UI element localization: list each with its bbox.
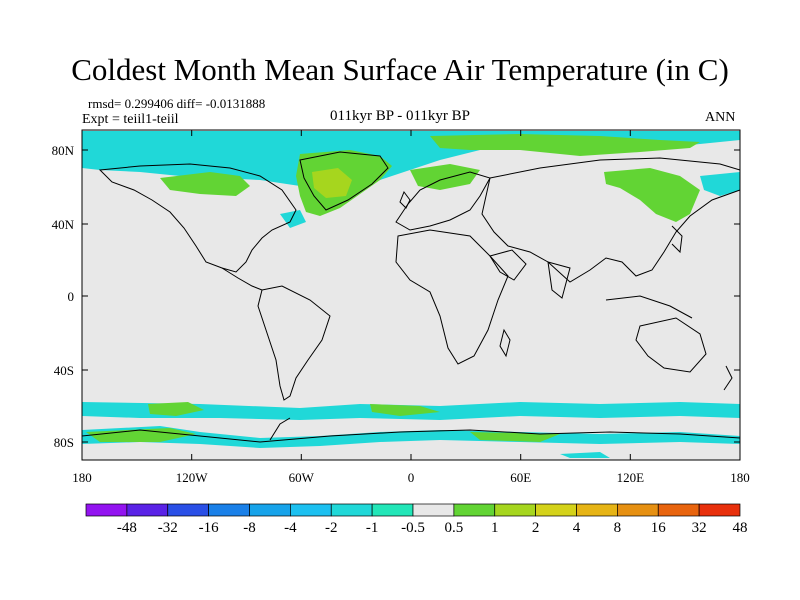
uk-coast [399, 190, 411, 209]
india-coast [547, 261, 571, 299]
new-zealand-coast [723, 365, 733, 391]
colorbar-label: -48 [117, 520, 137, 536]
colorbar-label: 2 [532, 520, 540, 536]
lon-tick-label: 180 [730, 470, 750, 485]
africa-coast [395, 229, 509, 365]
canada-warm-patch [160, 172, 250, 196]
stats-label: rmsd= 0.299406 diff= -0.0131888 [88, 96, 266, 111]
latitude-axis: 80N 40N 0 40S 80S [52, 143, 740, 450]
antarctic-warm-patch [86, 428, 196, 442]
colorbar-label: -4 [284, 520, 297, 536]
lon-tick-label: 60W [289, 470, 315, 485]
japan-coast [671, 225, 683, 254]
lon-tick-label: 120W [176, 470, 209, 485]
coastlines [81, 151, 741, 443]
north-america-coast [98, 163, 297, 273]
east-siberia-cool-patch [700, 172, 740, 196]
arabia-coast [489, 249, 527, 281]
colorbar-swatch [494, 503, 536, 517]
experiment-label: Expt = teiil1-teiil [82, 112, 179, 127]
lon-tick-label: 120E [617, 470, 645, 485]
antarctic-interior-cool-patch [560, 452, 610, 458]
antarctica-coast [81, 429, 741, 443]
lat-tick-label: 80S [54, 435, 74, 450]
colorbar-label: -8 [243, 520, 256, 536]
australia-coast [635, 317, 707, 373]
lat-tick-label: 0 [68, 289, 75, 304]
colorbar-swatch [371, 503, 414, 517]
colorbar-swatch [535, 503, 577, 517]
antarctic-cool-band [82, 426, 740, 448]
colorbar-label: 0.5 [445, 520, 464, 536]
colorbar-swatch [617, 503, 659, 517]
lon-tick-label: 60E [510, 470, 531, 485]
colorbar-swatch [330, 503, 373, 517]
colorbar-swatch [208, 503, 250, 517]
greenland-coast [299, 151, 389, 211]
lat-tick-label: 80N [52, 143, 75, 158]
colorbar-swatch [657, 503, 700, 517]
central-america-coast [221, 267, 263, 291]
antarctic-warm-patch-2 [470, 432, 560, 442]
colorbar-swatch [453, 503, 496, 517]
europe-coast [395, 171, 491, 231]
scandinavia-warm-patch [410, 164, 480, 190]
colorbar-label: 4 [573, 520, 581, 536]
southern-ocean-warm-patch-2 [370, 404, 440, 416]
colorbar-label: 32 [692, 520, 707, 536]
colorbar-swatch [576, 503, 618, 517]
colorbar-label: 48 [733, 520, 748, 536]
plot-title: Coldest Month Mean Surface Air Temperatu… [71, 52, 729, 87]
lat-tick-label: 40N [52, 217, 75, 232]
madagascar-coast [499, 328, 511, 358]
colorbar-swatch [249, 503, 291, 517]
southern-ocean-warm-patch-1 [148, 402, 204, 416]
lat-tick-label: 40S [54, 363, 74, 378]
colorbar-swatch [698, 503, 741, 517]
colorbar-label: -1 [366, 520, 379, 536]
colorbar-swatch [412, 503, 455, 517]
colorbar-label: 16 [651, 520, 667, 536]
anomaly-patches [82, 131, 740, 458]
lon-tick-label: 180 [72, 470, 92, 485]
colorbar-swatch [167, 503, 209, 517]
colorbar-label: -2 [325, 520, 338, 536]
colorbar-label: -0.5 [401, 520, 425, 536]
asia-coast [481, 157, 741, 283]
colorbar-swatch [126, 503, 169, 517]
south-america-coast [257, 285, 331, 401]
colorbar-label: 8 [614, 520, 622, 536]
season-label: ANN [705, 110, 736, 125]
lon-tick-label: 0 [408, 470, 415, 485]
eurasia-arctic-warm-patch [430, 134, 700, 156]
colorbar-label: -16 [199, 520, 219, 536]
longitude-axis: 180 120W 60W 0 60E 120E 180 [72, 130, 750, 485]
colorbar-swatch [290, 503, 332, 517]
greenland-core-patch [312, 168, 352, 198]
indonesia-coast [605, 295, 693, 319]
colorbar-label: 1 [491, 520, 499, 536]
colorbar: -48 -32 -16 -8 -4 -2 -1 -0.5 0.5 1 2 4 8 16 32 48 [85, 503, 748, 536]
antarctic-peninsula-coast [269, 417, 291, 441]
colorbar-swatch [85, 503, 128, 517]
siberia-warm-patch [604, 168, 700, 222]
colorbar-label: -32 [158, 520, 178, 536]
labrador-cool-patch [280, 210, 306, 228]
period-label: 011kyr BP - 011kyr BP [330, 108, 471, 124]
